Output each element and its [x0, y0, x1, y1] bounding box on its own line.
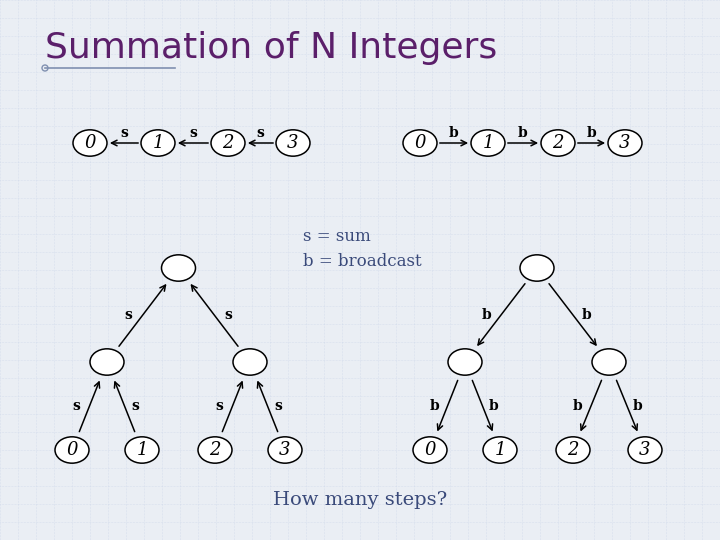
Text: Summation of N Integers: Summation of N Integers: [45, 31, 498, 65]
Text: 1: 1: [152, 134, 163, 152]
Ellipse shape: [73, 130, 107, 156]
Text: 3: 3: [279, 441, 291, 459]
Ellipse shape: [448, 349, 482, 375]
Ellipse shape: [628, 437, 662, 463]
Text: 3: 3: [639, 441, 651, 459]
Text: 2: 2: [222, 134, 234, 152]
Text: s: s: [125, 308, 132, 322]
Ellipse shape: [90, 349, 124, 375]
Text: b: b: [587, 126, 596, 140]
Ellipse shape: [413, 437, 447, 463]
Ellipse shape: [608, 130, 642, 156]
Text: How many steps?: How many steps?: [273, 491, 447, 509]
Text: s: s: [132, 399, 140, 413]
Text: s: s: [215, 399, 223, 413]
Text: 2: 2: [210, 441, 221, 459]
Text: 2: 2: [552, 134, 564, 152]
Text: s: s: [189, 126, 197, 140]
Text: 2: 2: [567, 441, 579, 459]
Text: s = sum
b = broadcast: s = sum b = broadcast: [303, 228, 422, 270]
Text: s: s: [274, 399, 282, 413]
Text: b: b: [633, 399, 643, 413]
Ellipse shape: [125, 437, 159, 463]
Text: b: b: [482, 308, 492, 322]
Ellipse shape: [471, 130, 505, 156]
Text: 3: 3: [287, 134, 299, 152]
Text: s: s: [225, 308, 232, 322]
Text: b: b: [449, 126, 459, 140]
Text: 3: 3: [619, 134, 631, 152]
Text: 1: 1: [494, 441, 505, 459]
Text: b: b: [430, 399, 439, 413]
Ellipse shape: [55, 437, 89, 463]
Ellipse shape: [483, 437, 517, 463]
Text: 1: 1: [482, 134, 494, 152]
Ellipse shape: [211, 130, 245, 156]
Ellipse shape: [276, 130, 310, 156]
Ellipse shape: [403, 130, 437, 156]
Text: s: s: [73, 399, 81, 413]
Text: b: b: [582, 308, 592, 322]
Text: 0: 0: [66, 441, 78, 459]
Text: b: b: [518, 126, 528, 140]
Ellipse shape: [141, 130, 175, 156]
Text: b: b: [573, 399, 583, 413]
Ellipse shape: [233, 349, 267, 375]
Text: 0: 0: [414, 134, 426, 152]
Text: 1: 1: [136, 441, 148, 459]
Ellipse shape: [198, 437, 232, 463]
Text: s: s: [120, 126, 128, 140]
Text: 0: 0: [84, 134, 96, 152]
Text: b: b: [489, 399, 498, 413]
Text: s: s: [256, 126, 264, 140]
Ellipse shape: [161, 255, 196, 281]
Ellipse shape: [556, 437, 590, 463]
Ellipse shape: [592, 349, 626, 375]
Ellipse shape: [520, 255, 554, 281]
Text: 0: 0: [424, 441, 436, 459]
Ellipse shape: [541, 130, 575, 156]
Ellipse shape: [268, 437, 302, 463]
